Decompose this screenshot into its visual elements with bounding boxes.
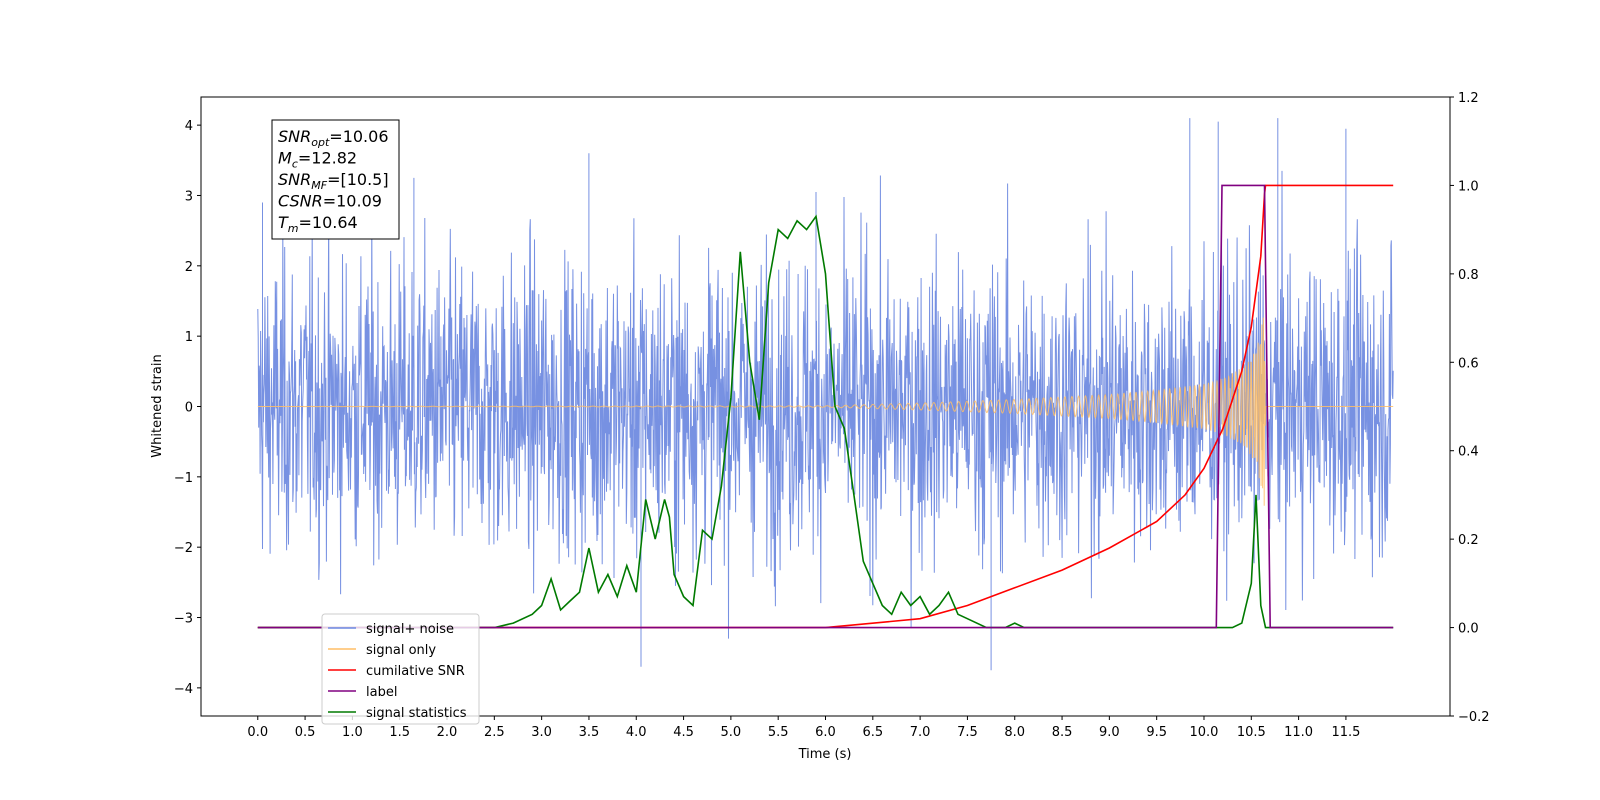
x-tick-label: 5.5 [768, 725, 789, 740]
stats-box-frame [271, 119, 400, 240]
x-tick-label: 11.5 [1331, 725, 1360, 740]
legend-frame [321, 613, 480, 725]
series-signal-only [257, 317, 1394, 506]
y-right-tick-label: 0.4 [1458, 445, 1479, 460]
x-tick-label: 6.0 [815, 725, 836, 740]
legend-label: signal+ noise [366, 622, 454, 637]
x-tick-label: 7.5 [957, 725, 978, 740]
x-tick-label: 9.5 [1146, 725, 1167, 740]
left-y-axis: −4 −3 −2 −1 0 1 2 3 4 [174, 119, 201, 697]
x-tick-label: 8.0 [1004, 725, 1025, 740]
right-y-axis: −0.2 0.0 0.2 0.4 0.6 0.8 1.0 1.2 [1450, 91, 1490, 725]
y-right-tick-label: 0.8 [1458, 268, 1479, 283]
stats-line: Tm=10.64 [278, 213, 358, 235]
x-tick-label: 11.0 [1284, 725, 1313, 740]
y-left-tick-label: −2 [174, 541, 193, 556]
stats-line: SNRopt=10.06 [278, 127, 389, 149]
y-left-tick-label: 0 [185, 401, 193, 416]
x-tick-label: 4.5 [673, 725, 694, 740]
x-tick-label: 2.5 [484, 725, 505, 740]
y-left-tick-label: 3 [185, 189, 193, 204]
y-axis-label: Whitened strain [150, 354, 165, 457]
y-right-tick-label: 0.6 [1458, 356, 1479, 371]
y-right-tick-label: 1.0 [1458, 179, 1479, 194]
x-tick-label: 3.5 [579, 725, 600, 740]
x-tick-label: 9.0 [1099, 725, 1120, 740]
x-tick-label: 5.0 [721, 725, 742, 740]
legend-label: signal only [366, 643, 436, 658]
x-tick-label: 0.5 [295, 725, 316, 740]
series-signal-plus-noise [257, 118, 1394, 671]
x-tick-label: 10.0 [1190, 725, 1219, 740]
x-tick-label: 8.5 [1052, 725, 1073, 740]
y-left-tick-label: 1 [185, 330, 193, 345]
y-left-tick-label: −4 [174, 682, 193, 697]
x-tick-label: 10.5 [1237, 725, 1266, 740]
x-tick-label: 1.0 [342, 725, 363, 740]
series-label [257, 184, 1394, 629]
stats-line: SNRMF=[10.5] [278, 170, 389, 192]
x-tick-label: 1.5 [389, 725, 410, 740]
legend-label: cumilative SNR [366, 664, 465, 679]
stats-line: Mc=12.82 [278, 149, 357, 171]
x-axis: 0.0 0.5 1.0 1.5 2.0 2.5 3.0 3.5 4.0 4.5 5.0 5.5 6.0 6… [247, 716, 1360, 740]
y-left-tick-label: 4 [185, 119, 193, 134]
y-left-tick-label: 2 [185, 260, 193, 275]
series-cumilative-snr [257, 184, 1394, 629]
stats-line: CSNR=10.09 [278, 192, 382, 211]
x-tick-label: 6.5 [862, 725, 883, 740]
y-right-tick-label: −0.2 [1458, 710, 1490, 725]
legend-label: signal statistics [366, 706, 467, 721]
x-tick-label: 4.0 [626, 725, 647, 740]
x-tick-label: 2.0 [437, 725, 458, 740]
x-axis-label: Time (s) [798, 747, 852, 762]
y-right-tick-label: 1.2 [1458, 91, 1479, 106]
stats-box: SNRopt=10.06Mc=12.82SNRMF=[10.5]CSNR=10.… [271, 119, 400, 240]
y-left-tick-label: −1 [174, 471, 193, 486]
x-tick-label: 0.0 [247, 725, 268, 740]
legend: signal+ noise signal only cumilative SNR la… [321, 613, 480, 725]
y-right-tick-label: 0.2 [1458, 533, 1479, 548]
legend-label: label [366, 685, 397, 700]
y-right-tick-label: 0.0 [1458, 622, 1479, 637]
x-tick-label: 3.0 [531, 725, 552, 740]
y-left-tick-label: −3 [174, 612, 193, 627]
series-layer [257, 118, 1394, 671]
x-tick-label: 7.0 [910, 725, 931, 740]
